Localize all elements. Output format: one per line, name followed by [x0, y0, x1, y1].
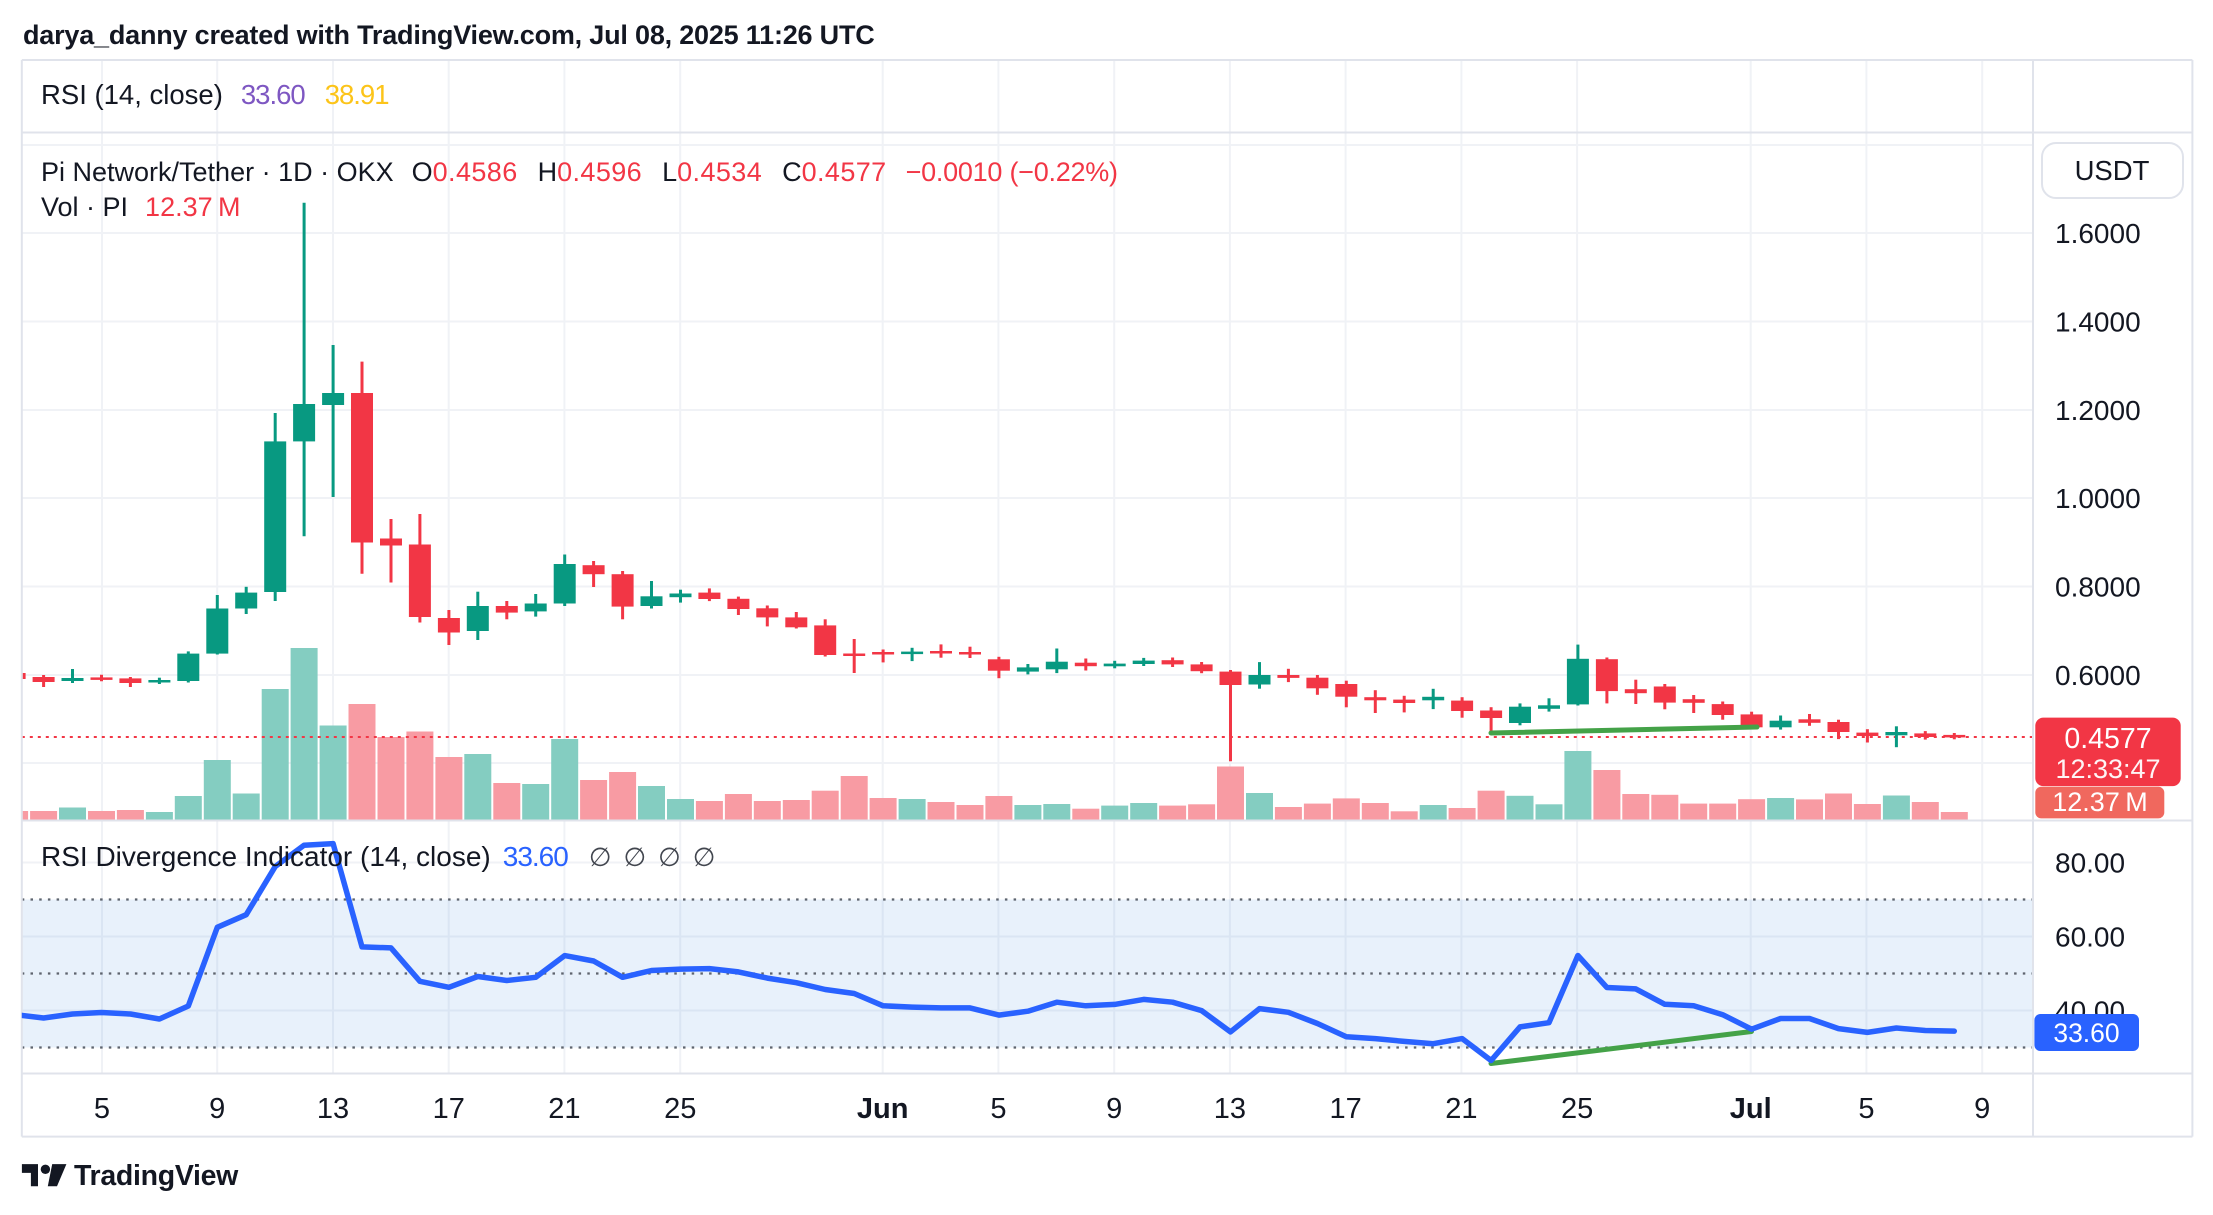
- svg-text:1.6000: 1.6000: [2055, 218, 2141, 249]
- svg-text:9: 9: [1106, 1093, 1122, 1125]
- svg-text:0.6000: 0.6000: [2055, 660, 2141, 691]
- svg-text:33.60: 33.60: [2053, 1018, 2119, 1048]
- svg-text:17: 17: [1329, 1093, 1361, 1125]
- svg-text:1.4000: 1.4000: [2055, 307, 2141, 338]
- svg-text:1.2000: 1.2000: [2055, 395, 2141, 426]
- svg-text:9: 9: [209, 1093, 225, 1125]
- svg-text:60.00: 60.00: [2055, 922, 2125, 953]
- svg-text:13: 13: [1214, 1093, 1246, 1125]
- svg-text:Jul: Jul: [1730, 1093, 1772, 1125]
- svg-text:1.0000: 1.0000: [2055, 483, 2141, 514]
- svg-text:25: 25: [664, 1093, 696, 1125]
- svg-text:13: 13: [317, 1093, 349, 1125]
- svg-text:5: 5: [1858, 1093, 1874, 1125]
- svg-text:17: 17: [433, 1093, 465, 1125]
- svg-text:5: 5: [94, 1093, 110, 1125]
- svg-text:12:33:47: 12:33:47: [2055, 754, 2160, 784]
- svg-text:0.8000: 0.8000: [2055, 572, 2141, 603]
- svg-text:Jun: Jun: [857, 1093, 909, 1125]
- svg-text:0.4577: 0.4577: [2064, 723, 2151, 755]
- svg-text:80.00: 80.00: [2055, 848, 2125, 879]
- svg-text:5: 5: [990, 1093, 1006, 1125]
- svg-text:USDT: USDT: [2075, 155, 2150, 186]
- svg-text:9: 9: [1974, 1093, 1990, 1125]
- svg-text:21: 21: [548, 1093, 580, 1125]
- svg-text:21: 21: [1445, 1093, 1477, 1125]
- svg-text:25: 25: [1561, 1093, 1593, 1125]
- svg-text:12.37 M: 12.37 M: [2052, 787, 2147, 817]
